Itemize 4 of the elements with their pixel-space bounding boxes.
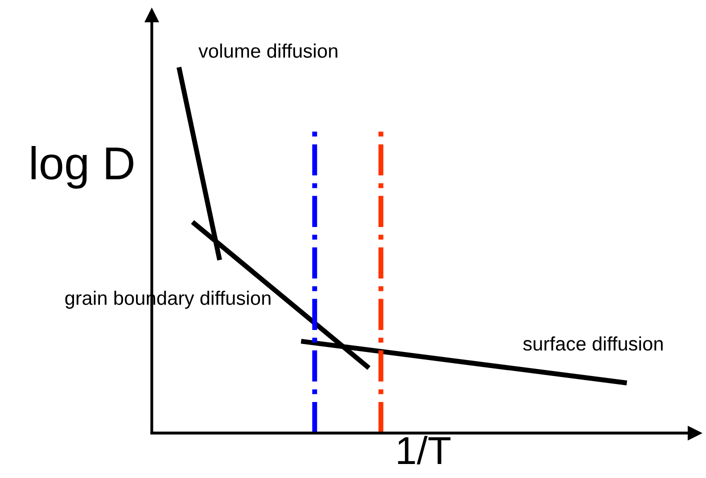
x-axis-title: 1/T	[398, 436, 450, 464]
y-axis-title: log D	[32, 146, 134, 189]
series-label: volume diffusion	[198, 44, 338, 58]
series-label: surface diffusion	[523, 336, 663, 351]
